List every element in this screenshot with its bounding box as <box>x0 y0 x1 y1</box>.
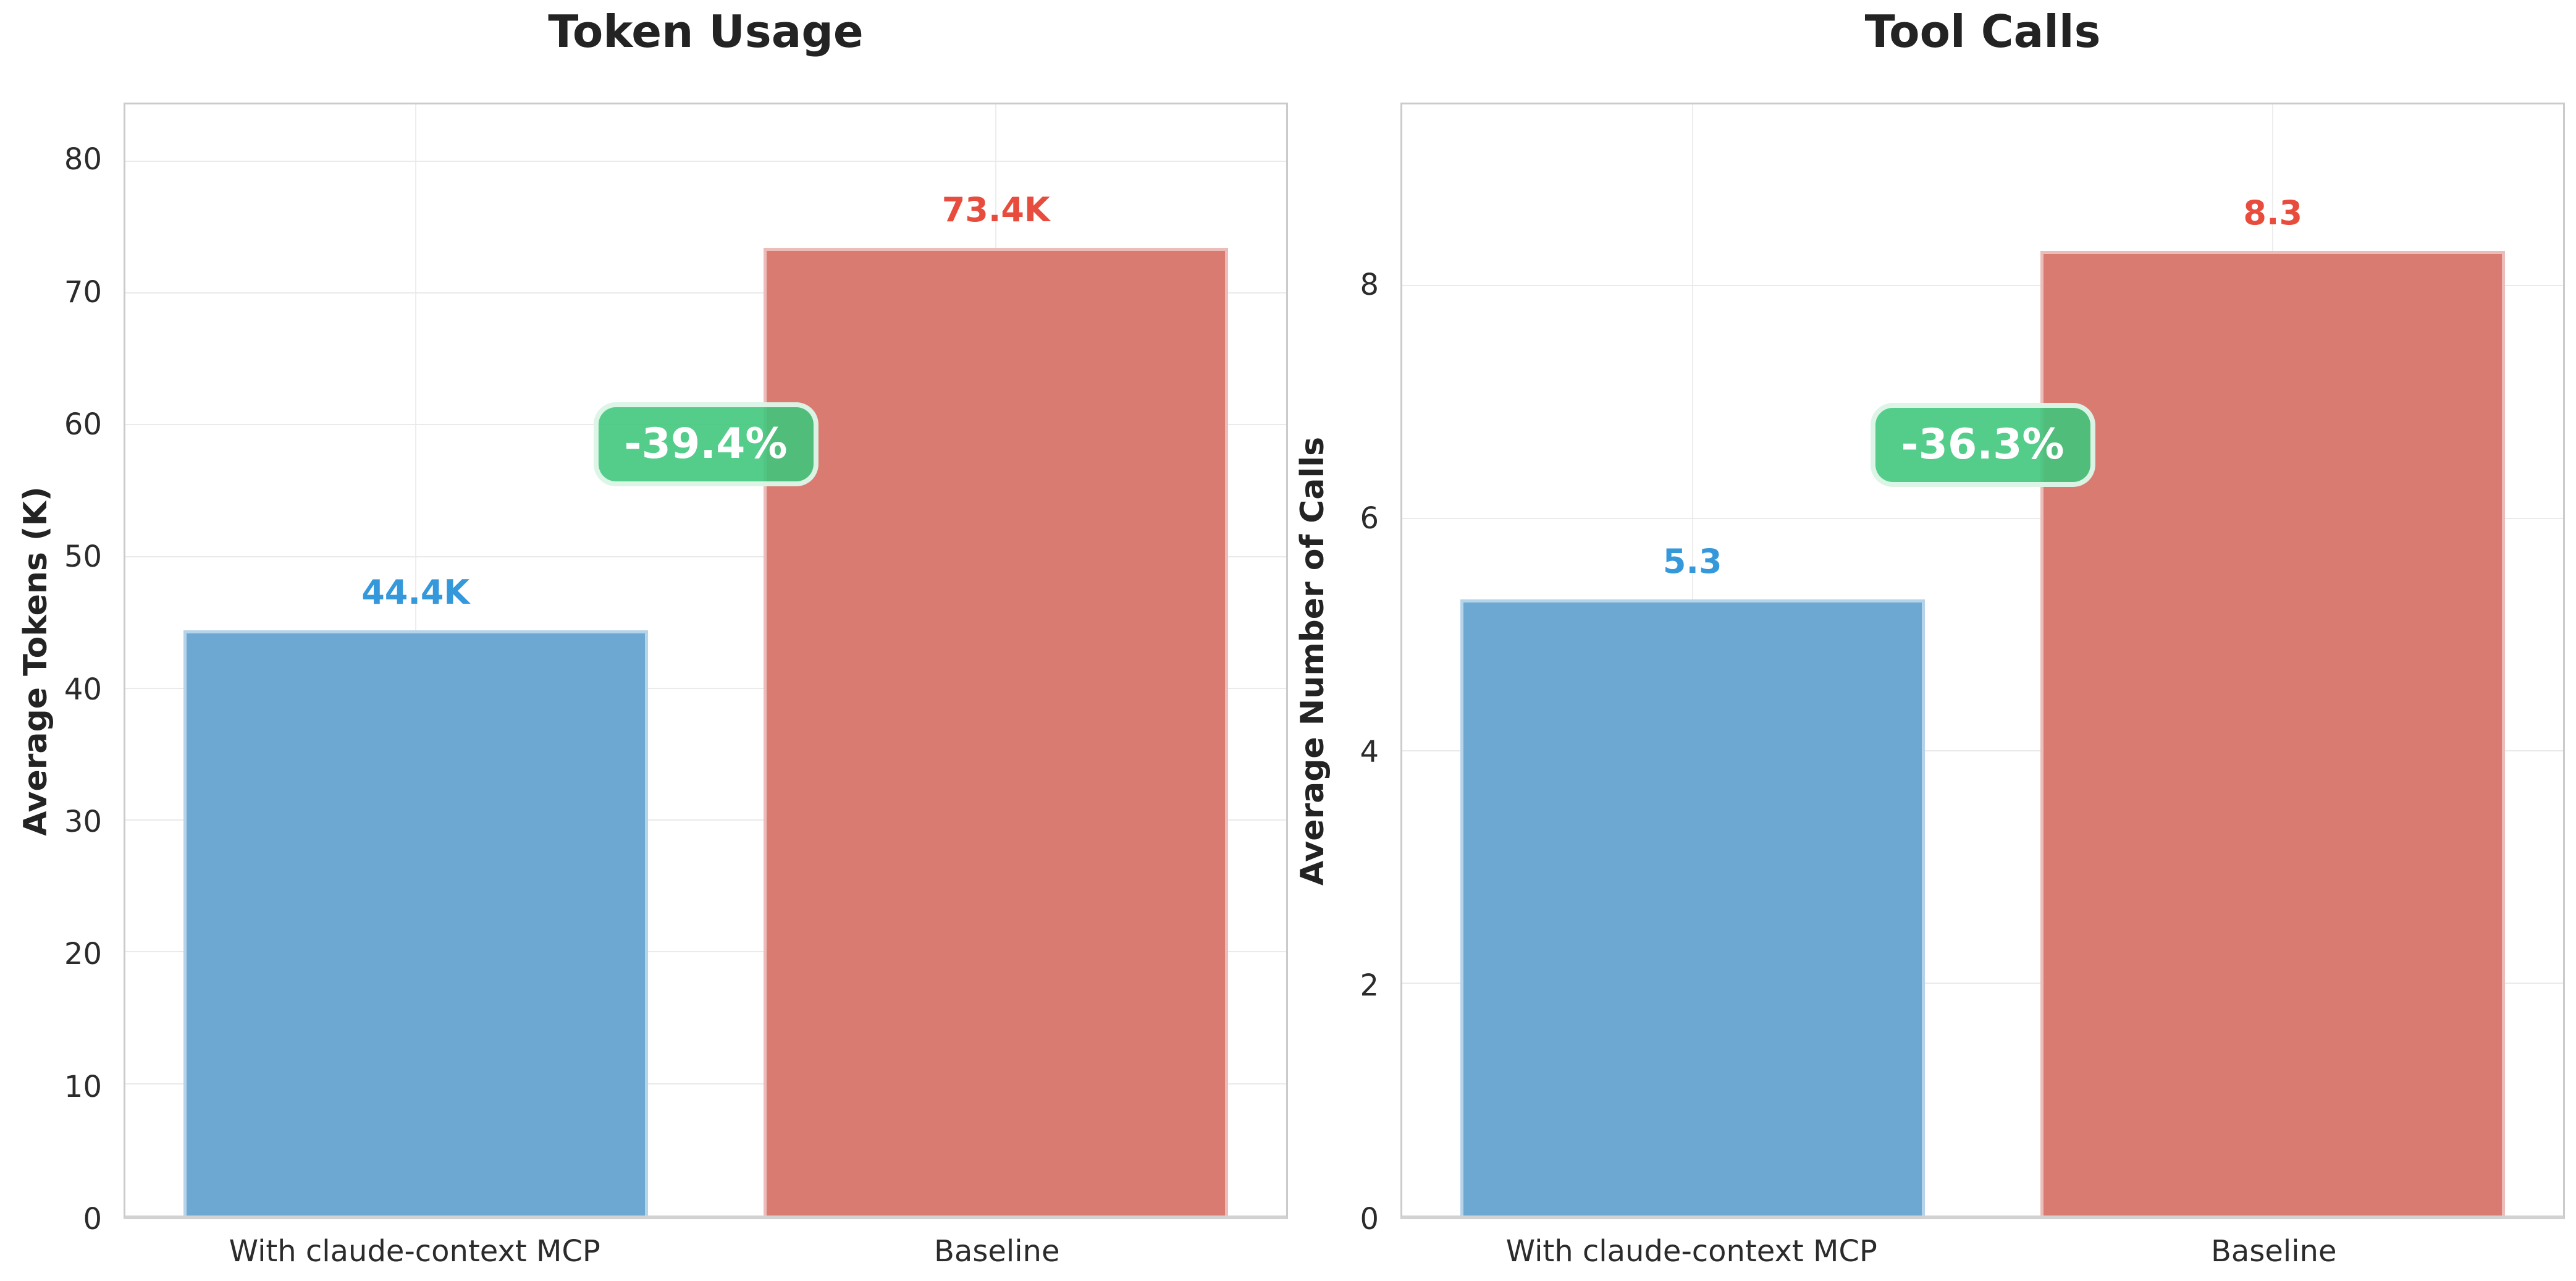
token-usage-value-label-0: 44.4K <box>361 573 470 612</box>
token-usage-y-tick-70: 70 <box>64 274 102 310</box>
tool-calls-gridline-8 <box>1402 285 2563 287</box>
token-usage-gridline-40 <box>125 687 1286 689</box>
tool-calls-x-tick-0: With claude-context MCP <box>1505 1234 1877 1269</box>
tool-calls-y-tick-2: 2 <box>1360 968 1379 1003</box>
tool-calls-gridline-4 <box>1402 750 2563 751</box>
token-usage-gridline-50 <box>125 556 1286 557</box>
token-usage-y-tick-10: 10 <box>64 1069 102 1104</box>
token-usage-y-tick-50: 50 <box>64 539 102 575</box>
token-usage-title: Token Usage <box>548 6 864 57</box>
token-usage-y-tick-30: 30 <box>64 804 102 839</box>
tool-calls-bar-with-claude-context-mcp <box>1460 599 1925 1215</box>
token-usage-reduction-badge: -39.4% <box>593 402 819 487</box>
tool-calls-y-tick-6: 6 <box>1360 501 1379 536</box>
tool-calls-y-tick-4: 4 <box>1360 734 1379 769</box>
token-usage-bar-with-claude-context-mcp <box>183 630 648 1215</box>
token-usage-gridline-80 <box>125 160 1286 162</box>
token-usage-gridline-10 <box>125 1083 1286 1084</box>
token-usage-y-tick-20: 20 <box>64 937 102 972</box>
token-usage-gridline-20 <box>125 951 1286 953</box>
token-usage-y-tick-40: 40 <box>64 672 102 707</box>
tool-calls-bar-baseline <box>2040 250 2506 1215</box>
tool-calls-plot-area: 5.3 8.3 -36.3% <box>1400 103 2565 1219</box>
token-usage-gridline-30 <box>125 819 1286 821</box>
tool-calls-x-tick-1: Baseline <box>2210 1234 2337 1269</box>
token-usage-value-label-1: 73.4K <box>941 190 1050 230</box>
token-usage-plot-area: 44.4K 73.4K -39.4% <box>124 103 1288 1219</box>
token-usage-x-tick-1: Baseline <box>933 1234 1060 1269</box>
tool-calls-y-tick-0: 0 <box>1360 1202 1379 1237</box>
token-usage-y-axis-label: Average Tokens (K) <box>17 486 54 836</box>
tool-calls-gridline-2 <box>1402 982 2563 984</box>
token-usage-y-tick-0: 0 <box>83 1202 102 1237</box>
tool-calls-y-tick-8: 8 <box>1360 267 1379 302</box>
token-usage-x-tick-0: With claude-context MCP <box>229 1234 600 1269</box>
tool-calls-title: Tool Calls <box>1864 6 2101 57</box>
token-usage-y-tick-80: 80 <box>64 142 102 177</box>
tool-calls-value-label-0: 5.3 <box>1662 542 1722 581</box>
token-usage-bar-baseline <box>764 248 1229 1215</box>
tool-calls-reduction-badge: -36.3% <box>1870 403 2095 488</box>
tool-calls-gridline-6 <box>1402 517 2563 519</box>
token-usage-gridline-70 <box>125 292 1286 294</box>
token-usage-y-tick-60: 60 <box>64 407 102 442</box>
tool-calls-value-label-1: 8.3 <box>2243 193 2303 232</box>
